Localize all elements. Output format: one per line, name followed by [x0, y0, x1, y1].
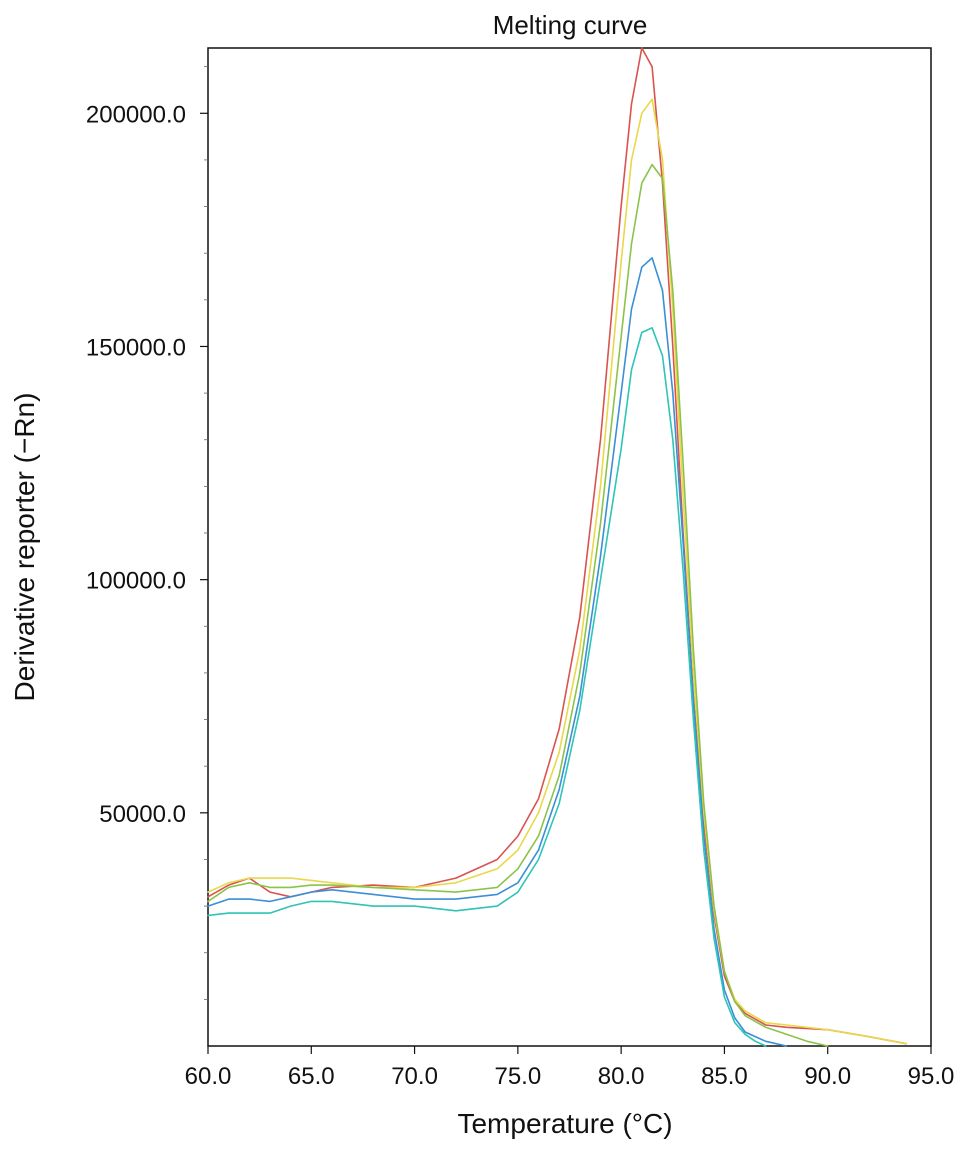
series-layer [207, 47, 907, 1047]
x-tick-label: 95.0 [908, 1063, 955, 1090]
x-tick-label: 75.0 [494, 1063, 541, 1090]
x-tick-label: 60.0 [185, 1063, 232, 1090]
x-tick-label: 85.0 [701, 1063, 748, 1090]
series-line-2 [207, 98, 907, 1045]
chart-title: Melting curve [493, 10, 648, 40]
series-line-5 [207, 327, 767, 1047]
x-axis-ticks: 60.0 65.0 70.0 75.0 80.0 85.0 90.0 95.0 [185, 1046, 955, 1090]
x-tick-label: 65.0 [288, 1063, 335, 1090]
x-tick-label: 70.0 [391, 1063, 438, 1090]
series-line-3 [207, 163, 829, 1047]
x-tick-label: 80.0 [598, 1063, 645, 1090]
series-line-1 [207, 47, 907, 1045]
y-tick-label: 200000.0 [86, 101, 186, 128]
y-tick-label: 100000.0 [86, 568, 186, 595]
series-line-4 [207, 257, 788, 1047]
y-axis-label: Derivative reporter (−Rn) [9, 393, 40, 702]
y-minor-ticks [204, 66, 208, 1000]
x-tick-label: 90.0 [804, 1063, 851, 1090]
x-axis-label: Temperature (°C) [457, 1108, 672, 1139]
y-tick-label: 150000.0 [86, 334, 186, 361]
plot-frame [207, 47, 932, 1047]
y-tick-label: 50000.0 [99, 801, 186, 828]
y-axis-ticks: 50000.0 100000.0 150000.0 200000.0 [86, 101, 208, 828]
